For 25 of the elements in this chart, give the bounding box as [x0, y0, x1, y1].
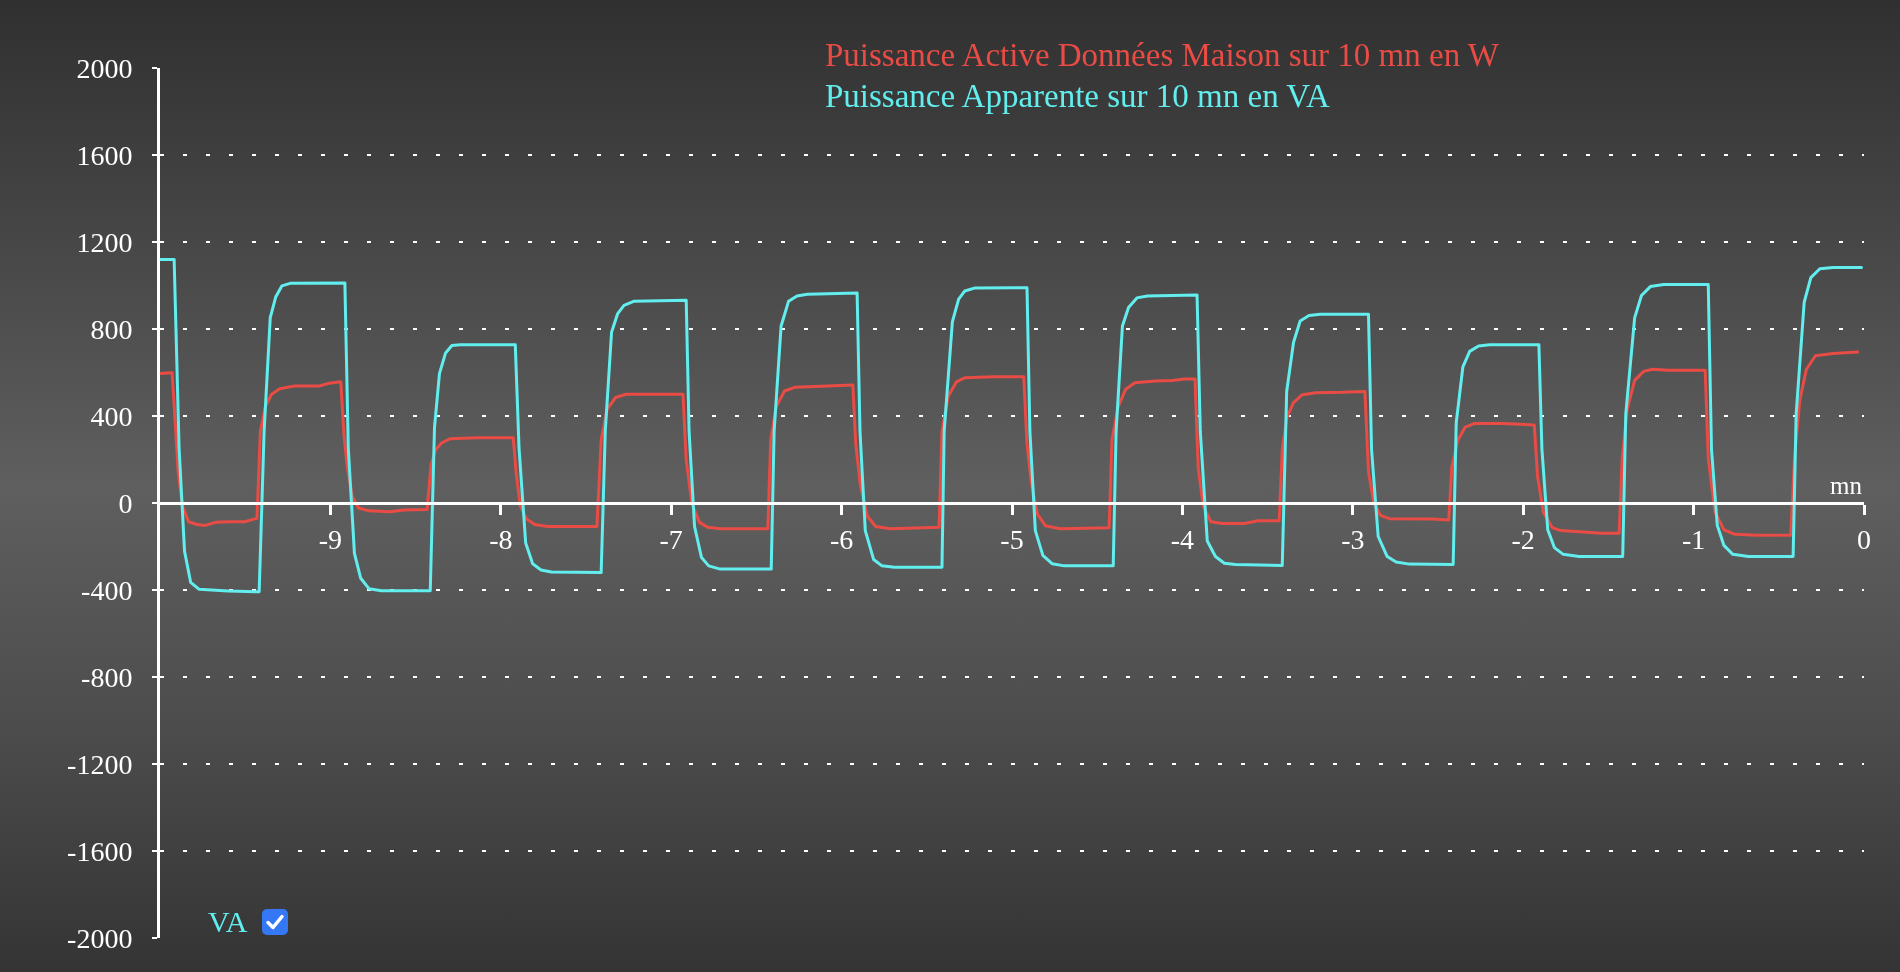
- x-tick-label: -9: [318, 523, 343, 555]
- x-tick-label: -8: [489, 523, 513, 555]
- y-tick-label: -2000: [67, 922, 133, 954]
- x-tick-label: -3: [1341, 523, 1365, 555]
- y-tick-label: -800: [81, 661, 133, 693]
- y-tick-label: -400: [81, 574, 133, 606]
- x-tick-label: -4: [1170, 523, 1195, 555]
- x-tick-label: -6: [829, 523, 854, 555]
- y-tick-label: 1600: [76, 139, 133, 171]
- y-tick-label: 400: [90, 400, 133, 432]
- y-tick-label: 800: [90, 313, 133, 345]
- x-tick-label: -2: [1511, 523, 1535, 555]
- x-tick-label: 0: [1857, 523, 1871, 555]
- annotation: VA: [208, 905, 248, 938]
- text: Puissance Active Données Maison sur 10 mn en W: [825, 37, 1500, 73]
- y-tick-label: 2000: [76, 52, 133, 84]
- text: Puissance Apparente sur 10 mn en VA: [825, 78, 1330, 114]
- x-tick-label: -1: [1681, 523, 1706, 555]
- y-tick-label: 0: [118, 487, 133, 519]
- x-tick-label: -7: [659, 523, 683, 555]
- x-axis-title: mn: [1830, 472, 1863, 499]
- y-tick-label: -1200: [67, 748, 133, 780]
- y-tick-label: -1600: [67, 835, 133, 867]
- x-tick-label: -5: [1000, 523, 1024, 555]
- y-tick-label: 1200: [76, 226, 133, 258]
